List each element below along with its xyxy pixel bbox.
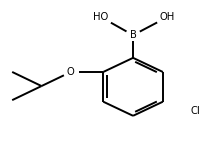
Text: Cl: Cl	[191, 106, 201, 116]
Text: O: O	[67, 67, 75, 77]
Text: HO: HO	[93, 12, 109, 22]
Text: OH: OH	[160, 12, 175, 22]
Text: B: B	[130, 30, 137, 40]
